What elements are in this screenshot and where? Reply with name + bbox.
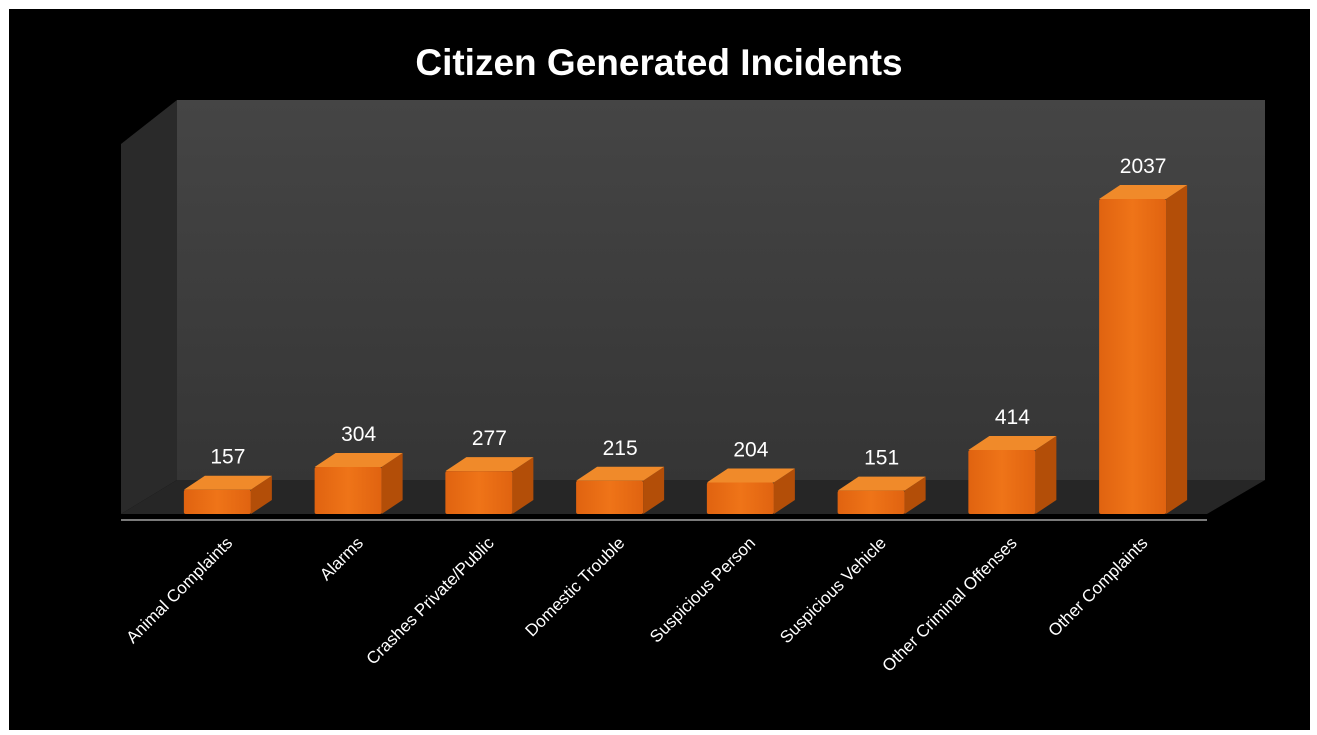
data-label: 414 — [995, 406, 1030, 429]
data-label: 215 — [603, 437, 638, 460]
bar — [445, 457, 534, 514]
category-label: Other Complaints — [1044, 533, 1151, 640]
bar-front — [183, 489, 251, 514]
bar-top — [576, 466, 665, 481]
bar — [968, 435, 1057, 514]
bar-top — [706, 468, 795, 483]
bar — [706, 468, 795, 514]
bar-chart: Citizen Generated Incidents 157 304 277 215… — [121, 42, 1265, 676]
data-labels: 157 304 277 215 204 151 414 2037 — [210, 155, 1166, 470]
bar-top — [1099, 185, 1188, 199]
category-label: Other Criminal Offenses — [879, 533, 1021, 675]
data-label: 277 — [472, 427, 507, 450]
bar-side — [773, 468, 795, 514]
bar-front — [706, 482, 774, 514]
bar-top — [183, 475, 272, 490]
bar-side — [1035, 435, 1057, 514]
back-wall — [177, 100, 1265, 480]
data-label: 204 — [733, 438, 768, 461]
category-label: Suspicious Vehicle — [776, 533, 890, 647]
bar-front — [445, 471, 513, 514]
bar-front — [314, 466, 382, 514]
bar-top — [837, 476, 926, 491]
category-label: Animal Complaints — [123, 533, 237, 647]
data-label: 157 — [210, 446, 245, 469]
bar-side — [643, 466, 665, 514]
category-label: Alarms — [316, 533, 367, 584]
data-label: 2037 — [1120, 155, 1167, 178]
bar-front — [576, 480, 644, 514]
bar — [183, 475, 272, 514]
bar — [314, 452, 403, 514]
data-label: 304 — [341, 423, 376, 446]
chart-walls — [121, 100, 1265, 521]
bar — [576, 466, 665, 514]
data-label: 151 — [864, 447, 899, 470]
bar-series — [183, 185, 1188, 514]
bar — [837, 476, 926, 514]
bar-side — [381, 452, 403, 514]
category-label: Domestic Trouble — [521, 533, 628, 640]
bar-side — [904, 476, 926, 514]
floor — [121, 480, 1265, 514]
bar-side — [250, 475, 272, 514]
chart-title: Citizen Generated Incidents — [415, 42, 902, 83]
bar-top — [314, 452, 403, 467]
bar-front — [837, 490, 905, 514]
bar-front — [968, 449, 1036, 514]
bar-front — [1099, 199, 1167, 514]
chart-canvas: Citizen Generated Incidents 157 304 277 215… — [9, 9, 1310, 730]
bar-top — [968, 435, 1057, 450]
category-label: Suspicious Person — [646, 533, 759, 646]
side-wall — [121, 100, 177, 514]
bar-top — [445, 457, 534, 472]
bar-side — [512, 457, 534, 514]
bar — [1099, 185, 1188, 514]
bar-side — [1166, 185, 1188, 514]
category-label: Crashes Private/Public — [363, 533, 498, 668]
